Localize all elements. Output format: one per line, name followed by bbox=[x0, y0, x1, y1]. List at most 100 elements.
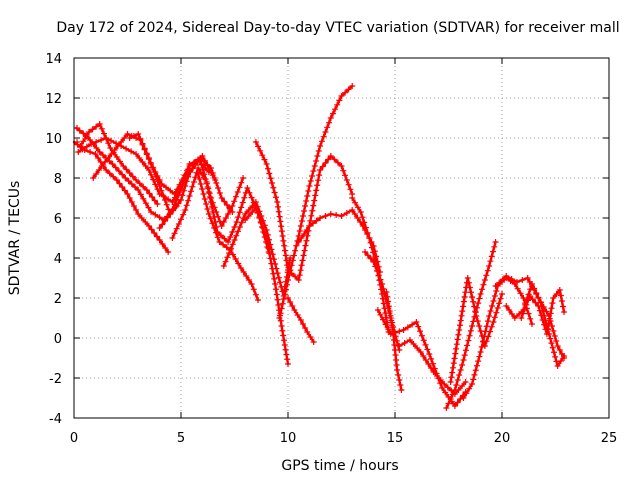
data-point bbox=[349, 207, 356, 213]
y-tick-label: -4 bbox=[49, 412, 62, 427]
data-point bbox=[316, 172, 323, 179]
data-point bbox=[149, 164, 156, 171]
x-tick-label: 0 bbox=[70, 431, 78, 446]
data-point bbox=[169, 206, 176, 213]
data-point bbox=[309, 220, 316, 227]
data-point bbox=[377, 276, 384, 283]
data-point bbox=[409, 321, 416, 328]
data-point bbox=[298, 218, 305, 224]
data-point bbox=[487, 308, 494, 314]
data-point bbox=[211, 214, 218, 220]
data-point bbox=[367, 255, 374, 262]
data-point bbox=[520, 295, 527, 301]
data-point bbox=[195, 171, 202, 177]
data-point bbox=[561, 353, 568, 359]
data-point bbox=[503, 273, 510, 279]
data-point bbox=[105, 140, 112, 147]
data-point bbox=[368, 244, 375, 251]
data-point bbox=[147, 159, 154, 166]
data-point bbox=[538, 312, 545, 319]
data-point bbox=[457, 317, 464, 324]
data-point bbox=[305, 188, 312, 194]
y-tick-label: 6 bbox=[54, 212, 62, 227]
data-point bbox=[487, 258, 494, 265]
data-point bbox=[467, 289, 474, 296]
data-point bbox=[387, 312, 394, 319]
data-point bbox=[380, 285, 387, 292]
data-point bbox=[124, 191, 131, 197]
data-point bbox=[179, 181, 186, 188]
data-point bbox=[275, 203, 282, 210]
data-point bbox=[469, 381, 476, 387]
data-point bbox=[532, 299, 539, 306]
data-point bbox=[304, 329, 311, 335]
data-point bbox=[394, 367, 401, 373]
data-point bbox=[383, 289, 390, 295]
data-point bbox=[222, 215, 229, 221]
data-point bbox=[135, 131, 142, 137]
data-point bbox=[333, 212, 340, 218]
data-point bbox=[283, 281, 290, 288]
data-point bbox=[315, 148, 322, 154]
data-point bbox=[531, 285, 538, 292]
data-point bbox=[88, 141, 95, 147]
data-point bbox=[283, 257, 290, 264]
data-point bbox=[95, 167, 102, 173]
data-point bbox=[218, 195, 225, 201]
data-point bbox=[550, 349, 557, 356]
data-point bbox=[186, 161, 193, 167]
data-point bbox=[145, 155, 152, 161]
data-point bbox=[496, 300, 503, 307]
data-point bbox=[549, 300, 556, 307]
data-point bbox=[307, 178, 314, 184]
data-point bbox=[122, 175, 129, 181]
data-point bbox=[182, 207, 189, 213]
data-point bbox=[469, 323, 476, 329]
data-point bbox=[547, 310, 554, 317]
data-point bbox=[185, 197, 192, 204]
data-point bbox=[268, 260, 275, 267]
data-point bbox=[372, 263, 379, 270]
data-point bbox=[145, 204, 152, 211]
data-point bbox=[557, 358, 564, 364]
data-point bbox=[345, 181, 352, 188]
data-point bbox=[120, 163, 127, 169]
data-point bbox=[454, 377, 461, 383]
data-point bbox=[309, 173, 316, 179]
data-point bbox=[121, 135, 128, 141]
data-point bbox=[254, 210, 261, 216]
data-point bbox=[135, 187, 142, 193]
data-point bbox=[397, 382, 404, 388]
data-point bbox=[456, 327, 463, 333]
data-point bbox=[302, 203, 309, 209]
data-point bbox=[447, 396, 454, 402]
tick-labels: 0 5 10 15 20 25 -4 -2 0 2 4 6 8 10 12 14 bbox=[45, 52, 617, 446]
data-point bbox=[451, 355, 458, 362]
data-point bbox=[245, 277, 252, 283]
data-point bbox=[418, 332, 425, 339]
series-sat-l bbox=[252, 139, 356, 283]
data-point bbox=[238, 179, 245, 186]
data-point bbox=[308, 212, 315, 219]
data-point bbox=[154, 201, 161, 207]
data-point bbox=[137, 191, 144, 198]
data-point bbox=[274, 270, 281, 277]
data-point bbox=[178, 216, 184, 223]
data-point bbox=[190, 179, 197, 185]
data-point bbox=[252, 139, 259, 145]
data-point bbox=[277, 317, 284, 324]
data-point bbox=[152, 211, 159, 218]
data-point bbox=[299, 257, 306, 264]
data-point bbox=[334, 101, 341, 108]
data-point bbox=[496, 279, 503, 286]
data-point bbox=[338, 213, 345, 219]
data-point bbox=[232, 256, 239, 262]
data-point bbox=[278, 305, 285, 312]
data-point bbox=[549, 344, 556, 351]
data-point bbox=[317, 143, 324, 149]
data-point bbox=[216, 239, 223, 245]
data-point bbox=[139, 140, 146, 147]
series-sat-n bbox=[276, 83, 356, 321]
data-point bbox=[216, 190, 223, 196]
